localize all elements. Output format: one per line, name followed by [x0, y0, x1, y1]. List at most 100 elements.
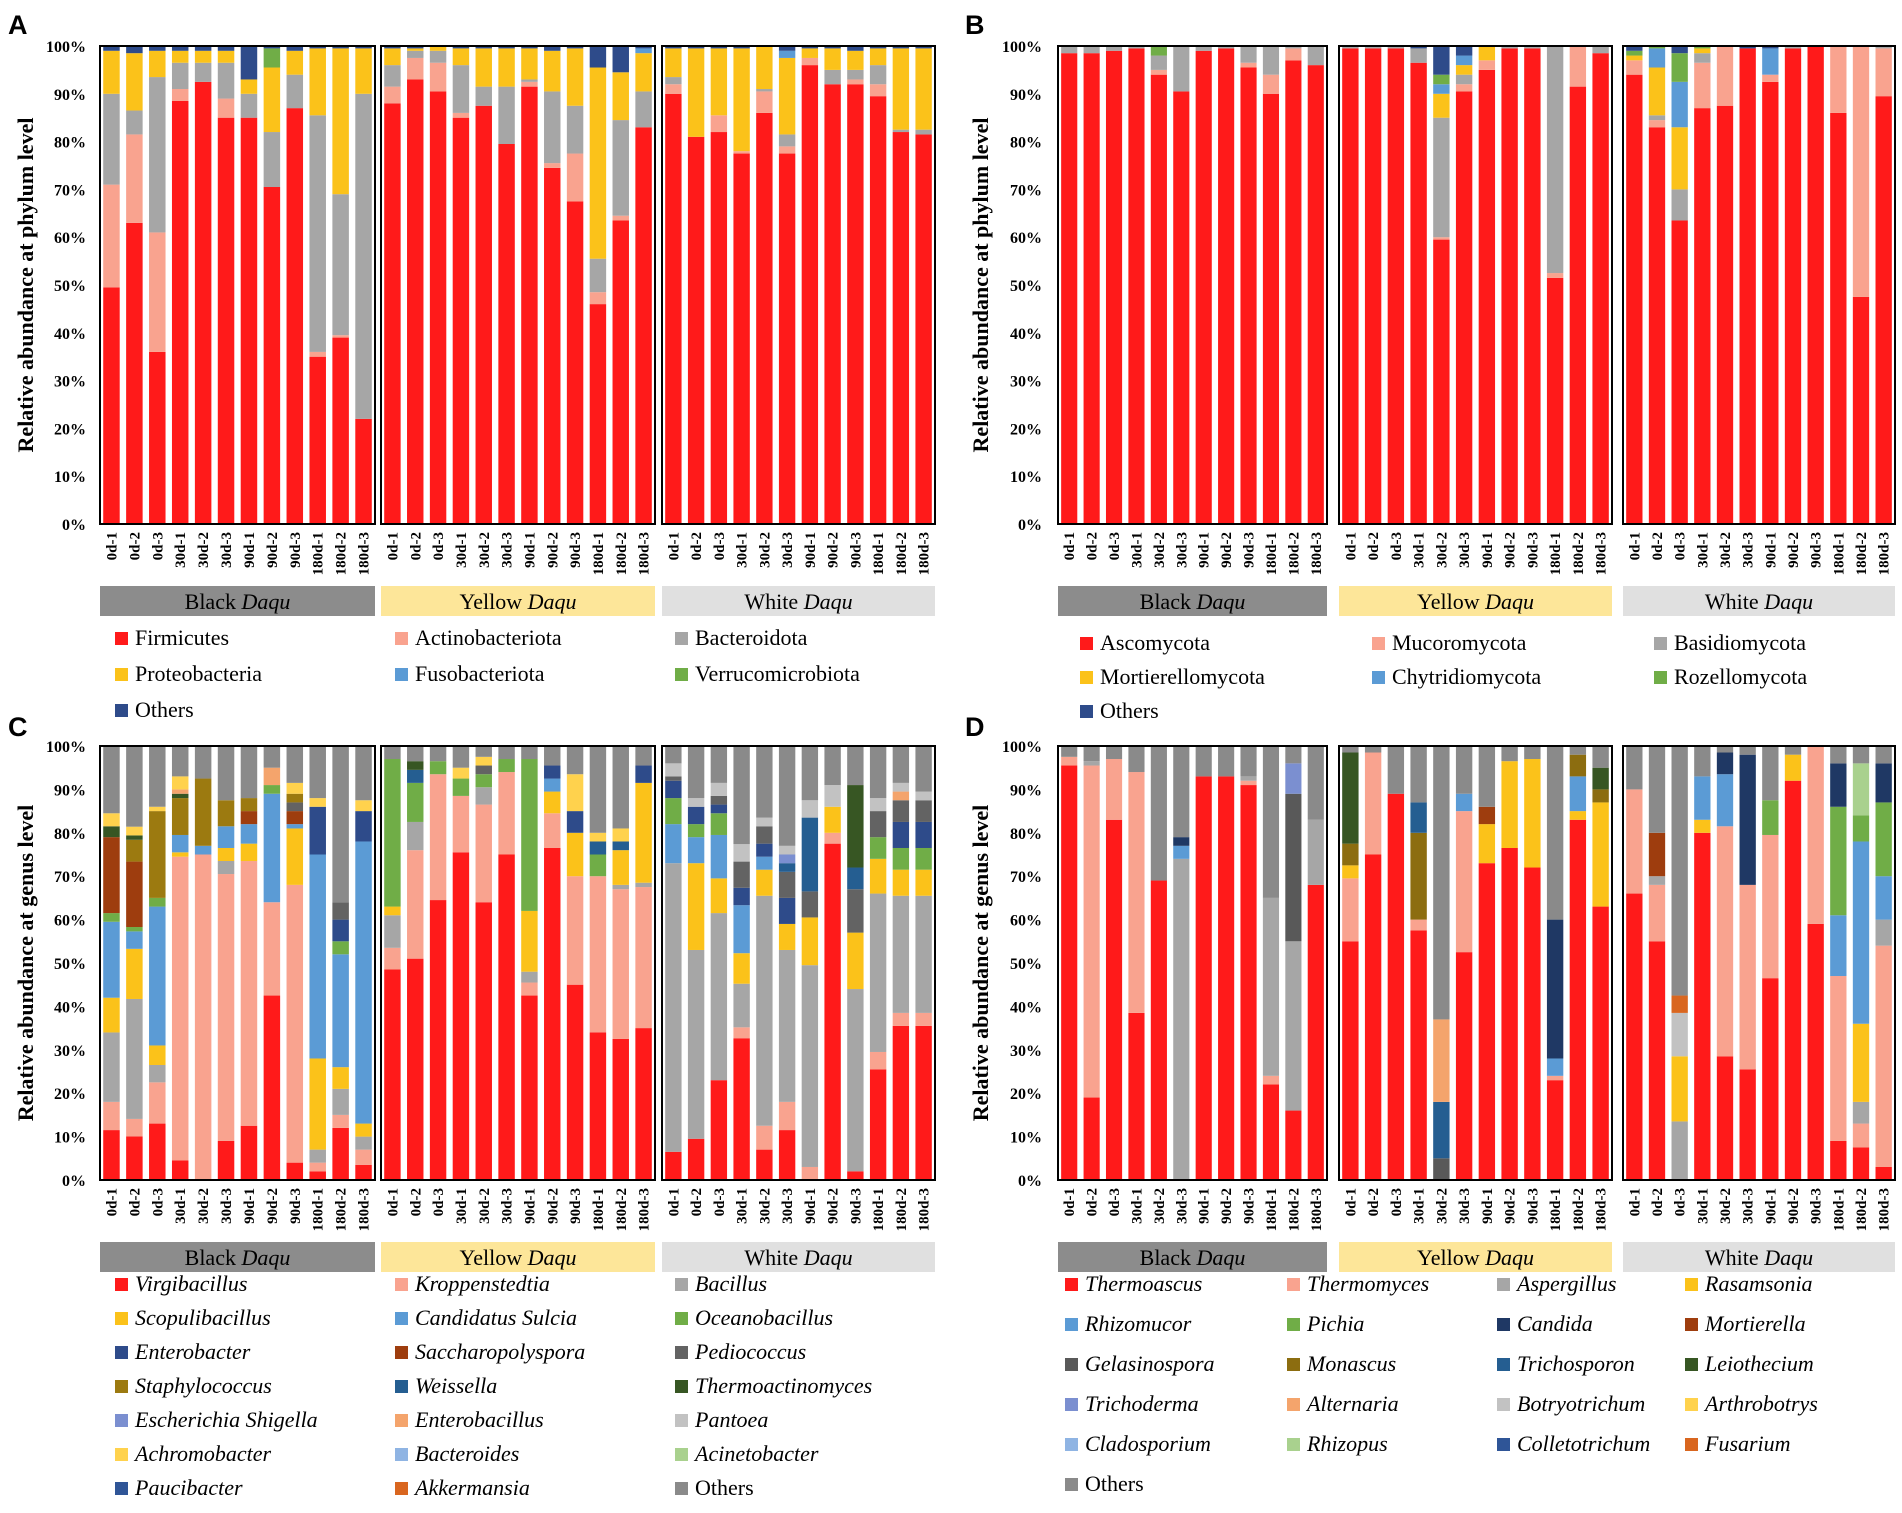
bar-segment — [733, 953, 750, 984]
bar-segment — [915, 46, 932, 49]
legend-label: Colletotrichum — [1517, 1431, 1650, 1456]
group-label-band — [1339, 1242, 1612, 1272]
bar-segment — [309, 798, 326, 807]
bar-segment — [687, 1138, 705, 1180]
bar-segment — [612, 120, 629, 216]
bar-segment — [847, 932, 864, 990]
bar-segment — [612, 889, 629, 1039]
bar-segment — [126, 222, 143, 525]
bar-segment — [240, 824, 258, 844]
bar-segment — [687, 798, 705, 807]
bar-segment — [589, 1032, 607, 1180]
bar-segment — [240, 117, 258, 524]
y-tick-label: 90% — [1010, 782, 1042, 799]
bar-segment — [1433, 93, 1450, 118]
bar-segment — [1592, 746, 1609, 768]
legend-item: Escherichia Shigella — [115, 1407, 318, 1432]
bar-segment — [1739, 754, 1756, 885]
bar-segment — [1478, 746, 1496, 807]
bar-segment — [1626, 55, 1643, 61]
bar-segment — [171, 46, 189, 51]
bar-segment — [824, 69, 841, 85]
legend-label: Kroppenstedtia — [414, 1271, 550, 1296]
bar-segment — [309, 356, 326, 524]
bar-segment — [544, 91, 561, 164]
legend-item: Bacillus — [675, 1271, 767, 1296]
sample-group: 0d-1 0d-2 0d-3 30d-1 30d-2 30d-3 90d-1 90d-2 90d… — [99, 45, 376, 616]
x-tick-label: 90d-2 — [1503, 1188, 1519, 1224]
group-label-band — [1623, 586, 1895, 616]
legend-label: Pantoea — [694, 1407, 768, 1432]
bar-segment — [1342, 941, 1359, 1180]
bar-segment — [263, 48, 281, 68]
sample-group: 0d-1 0d-2 0d-3 30d-1 30d-2 30d-3 90d-1 90d-2 90d… — [1622, 745, 1896, 1272]
bar-segment — [1784, 754, 1802, 781]
bar-segment — [1671, 1121, 1688, 1180]
bar-segment — [149, 811, 166, 898]
bar-segment — [1875, 919, 1892, 946]
legend-item: Others — [1065, 1471, 1144, 1496]
bar-segment — [126, 1136, 143, 1180]
x-tick-label: 30d-1 — [173, 1188, 189, 1224]
bar-segment — [801, 800, 819, 818]
bar-segment — [1150, 746, 1167, 881]
bar-segment — [801, 1166, 819, 1180]
bar-segment — [869, 96, 887, 524]
bar-segment — [801, 917, 819, 966]
bar-segment — [171, 834, 189, 853]
bar-segment — [710, 795, 728, 805]
bar-segment — [1364, 752, 1382, 855]
bar-segment — [869, 65, 887, 85]
bar-segment — [452, 778, 470, 796]
x-tick-label: 0d-2 — [127, 1188, 143, 1216]
x-tick-label: 90d-3 — [1809, 1188, 1825, 1224]
bar-segment — [1694, 832, 1711, 1180]
x-tick-label: 30d-2 — [196, 1188, 212, 1224]
x-tick-label: 30d-3 — [780, 1188, 796, 1224]
bar-segment — [847, 1171, 864, 1180]
bar-segment — [1364, 48, 1382, 524]
bar-segment — [498, 854, 515, 1180]
y-tick-label: 40% — [54, 999, 86, 1016]
x-tick-label: 0d-3 — [431, 1188, 447, 1216]
bar-segment — [217, 861, 235, 875]
bar-segment — [1852, 1101, 1870, 1124]
bar-segment — [452, 795, 470, 853]
y-tick-label: 100% — [1002, 39, 1042, 56]
bar-segment — [355, 1123, 372, 1137]
x-tick-label: 0d-2 — [1650, 1188, 1666, 1216]
group-label: Yellow Daqu — [1417, 589, 1534, 614]
x-tick-label: 30d-1 — [735, 532, 751, 568]
group-label-band — [100, 586, 375, 616]
bar-segment — [778, 57, 796, 135]
bar-segment — [126, 861, 143, 928]
bar-segment — [915, 800, 932, 822]
bar-segment — [1784, 46, 1802, 49]
bar-segment — [1364, 746, 1382, 753]
bar-segment — [665, 763, 682, 777]
bar-segment — [710, 834, 728, 879]
bar-segment — [1830, 112, 1847, 525]
bar-segment — [103, 997, 120, 1033]
bar-segment — [612, 841, 629, 851]
bar-segment — [1173, 46, 1190, 92]
bar-segment — [824, 806, 841, 833]
y-tick-label: 80% — [1010, 826, 1042, 843]
bar-segment — [566, 153, 584, 202]
legend-swatch — [1497, 1278, 1510, 1291]
bar-segment — [1262, 93, 1280, 525]
plot-frame — [661, 45, 936, 525]
bar-segment — [1410, 919, 1427, 931]
bar-segment — [332, 1114, 349, 1128]
bar-segment — [1433, 1101, 1450, 1159]
bar-segment — [240, 1125, 258, 1180]
bar-segment — [521, 971, 538, 983]
bar-segment — [892, 1012, 910, 1026]
bar-segment — [1546, 277, 1564, 524]
x-tick-label: 90d-2 — [545, 1188, 561, 1224]
legend-label: Enterobacter — [134, 1339, 251, 1364]
bar-segment — [407, 769, 424, 783]
x-tick-label: 90d-2 — [265, 532, 281, 568]
bar-segment — [1105, 50, 1123, 524]
bar-segment — [1455, 952, 1473, 1180]
